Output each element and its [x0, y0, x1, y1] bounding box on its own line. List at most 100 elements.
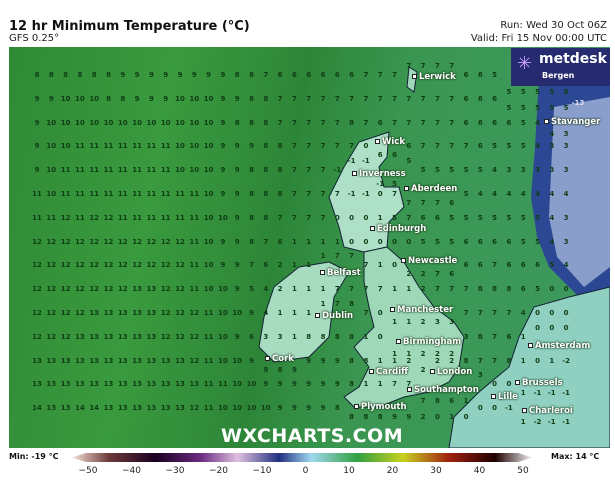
grid-value: 9	[234, 142, 240, 151]
grid-value: 6	[463, 118, 469, 127]
grid-value: 5	[492, 142, 498, 151]
grid-value: 10	[175, 166, 185, 175]
grid-value: 12	[146, 261, 157, 270]
grid-value: 8	[334, 404, 340, 413]
grid-value: 1	[520, 356, 526, 365]
grid-value: 11	[132, 142, 142, 151]
grid-value: 7	[406, 94, 412, 103]
grid-value: 6	[249, 332, 254, 341]
grid-value: 12	[160, 285, 171, 294]
grid-value: 7	[306, 142, 312, 151]
grid-value: 9	[134, 94, 140, 103]
grid-value: 3	[434, 318, 440, 326]
grid-value: 0	[549, 285, 555, 294]
grid-value: 6	[535, 261, 540, 270]
grid-value: 12	[132, 261, 142, 270]
grid-value: 0	[506, 380, 512, 389]
grid-value: 13	[60, 356, 71, 365]
grid-value: 0	[334, 213, 340, 222]
grid-value: 12	[75, 285, 85, 294]
grid-value: 8	[106, 71, 111, 79]
grid-value: 11	[89, 190, 100, 198]
scale-tick-label: 10	[343, 466, 355, 476]
grid-value: 13	[117, 404, 128, 413]
grid-value: 7	[506, 309, 512, 317]
grid-value: 10	[75, 118, 85, 127]
grid-value: 1	[406, 349, 412, 358]
grid-value: 11	[189, 237, 200, 246]
grid-value: 5	[392, 213, 397, 222]
grid-value: 5	[449, 213, 455, 222]
grid-value: 6	[434, 213, 440, 222]
grid-value: 7	[363, 261, 369, 270]
grid-value: 13	[117, 356, 128, 365]
grid-value: 10	[218, 404, 228, 413]
grid-value: 8	[263, 94, 269, 103]
grid-value: 7	[392, 190, 397, 198]
city-lille: Lille	[491, 392, 518, 402]
grid-value: 7	[334, 94, 340, 103]
grid-value: 7	[277, 213, 283, 222]
grid-value: 3	[549, 166, 555, 175]
grid-value: 0	[392, 261, 397, 270]
scale-tick-label: 40	[473, 466, 486, 476]
grid-value: 11	[189, 285, 200, 294]
grid-value: 7	[392, 71, 397, 79]
grid-value: 0	[363, 213, 369, 222]
grid-value: 6	[377, 118, 383, 127]
grid-value: 5	[477, 166, 483, 175]
grid-value: 12	[189, 309, 200, 317]
grid-value: 5	[392, 180, 397, 189]
grid-value: 1	[291, 285, 297, 294]
grid-value: 7	[363, 309, 369, 317]
grid-value: 11	[146, 142, 157, 151]
grid-value: 6	[449, 397, 455, 406]
grid-value: 11	[160, 213, 171, 222]
grid-value: 0	[377, 237, 383, 246]
grid-value: 12	[103, 285, 114, 294]
grid-value: 1	[392, 349, 397, 358]
grid-value: 13	[46, 356, 57, 365]
grid-value: 8	[263, 166, 269, 175]
grid-value: 0	[463, 413, 469, 422]
grid-value: 9	[249, 356, 254, 365]
grid-value: -1	[547, 418, 556, 427]
grid-value: 12	[189, 356, 200, 365]
grid-value: 6	[463, 71, 469, 79]
grid-value: 6	[463, 237, 469, 246]
grid-value: -2	[533, 418, 542, 427]
city-aberdeen: Aberdeen	[404, 184, 457, 194]
scale-tick-label: 30	[430, 466, 442, 476]
grid-value: 1	[363, 332, 369, 341]
grid-value: 0	[535, 356, 540, 365]
grid-value: 7	[349, 252, 355, 261]
grid-value: 13	[175, 404, 185, 413]
scale-tick-label: 50	[517, 466, 529, 476]
grid-value: 6	[420, 213, 426, 222]
grid-value: 2	[420, 318, 426, 326]
grid-value: 9	[277, 380, 283, 389]
grid-value: 7	[306, 190, 312, 198]
grid-value: 5	[549, 88, 555, 96]
grid-value: 6	[477, 261, 483, 270]
grid-value: 6	[477, 71, 483, 79]
grid-value: 7	[334, 300, 340, 308]
grid-value: 1	[377, 380, 383, 389]
grid-value: 9	[306, 356, 312, 365]
grid-value: 7	[291, 213, 297, 222]
grid-value: 12	[46, 309, 57, 317]
grid-value: 7	[320, 213, 326, 222]
grid-value: 10	[232, 356, 243, 365]
grid-value: 3	[563, 142, 569, 151]
model-label: GFS 0.25°	[9, 33, 60, 44]
grid-value: -1	[505, 404, 513, 413]
grid-value: 13	[103, 332, 114, 341]
city-cardiff: Cardiff	[369, 367, 408, 377]
grid-value: 9	[220, 237, 226, 246]
legend-min: Min: -19 °C	[9, 452, 59, 461]
grid-value: 13	[103, 404, 114, 413]
grid-value: 13	[32, 356, 42, 365]
grid-value: 7	[420, 62, 426, 70]
grid-value: 1	[291, 237, 297, 246]
